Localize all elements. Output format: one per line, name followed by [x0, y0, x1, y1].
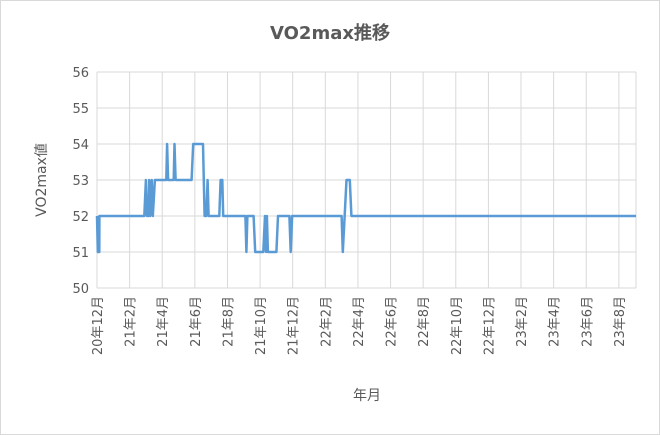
y-tick-labels: 50 51 52 53 54 55 56 [72, 66, 89, 297]
x-tick-labels: 20年12月 21年2月 21年4月 21年6月 21年8月 21年10月 21年12月 22… [91, 296, 628, 355]
x-tick-label: 21年4月 [156, 296, 171, 347]
y-tick-label: 52 [72, 210, 89, 225]
y-tick-label: 51 [72, 246, 89, 261]
y-tick-label: 55 [72, 102, 89, 117]
x-tick-label: 22年10月 [450, 296, 465, 355]
x-tick-label: 22年8月 [417, 296, 432, 347]
y-axis-label: VO2max値 [34, 143, 50, 217]
x-tick-label: 21年10月 [254, 296, 269, 355]
series-line [95, 142, 636, 254]
y-tick-label: 54 [72, 138, 89, 153]
series [95, 142, 636, 254]
x-tick-label: 23年6月 [580, 296, 595, 347]
y-tick-label: 56 [72, 66, 89, 81]
x-axis-label: 年月 [353, 388, 381, 404]
x-tick-label: 22年2月 [319, 296, 334, 347]
x-tick-label: 22年4月 [352, 296, 367, 347]
x-tick-label: 23年2月 [515, 296, 530, 347]
x-tick-label: 23年8月 [613, 296, 628, 347]
x-tick-label: 23年4月 [548, 296, 563, 347]
x-tick-label: 22年6月 [385, 296, 400, 347]
x-tick-label: 22年12月 [482, 296, 497, 355]
x-tick-label: 21年12月 [287, 296, 302, 355]
x-tick-label: 21年6月 [189, 296, 204, 347]
y-tick-label: 53 [72, 174, 89, 189]
y-tick-label: 50 [72, 282, 89, 297]
x-tick-label: 20年12月 [91, 296, 106, 355]
x-tick-label: 21年8月 [221, 296, 236, 347]
x-tick-label: 21年2月 [124, 296, 139, 347]
chart-title: VO2max推移 [270, 22, 390, 44]
